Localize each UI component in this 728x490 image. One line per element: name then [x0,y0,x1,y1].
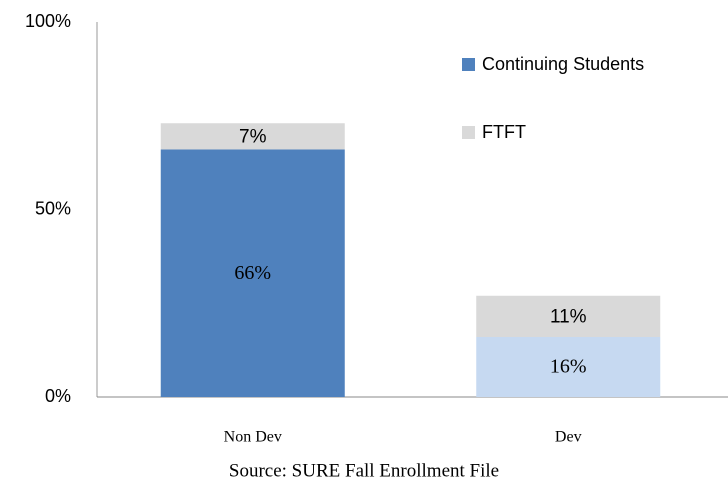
y-tick-label: 50% [35,198,71,218]
legend-label: Continuing Students [482,54,644,74]
bar-segment [160,123,345,150]
x-tick-label: Non Dev [224,429,282,446]
bar-segment [476,295,661,337]
bar-segment [476,337,661,397]
legend-label: FTFT [482,122,526,142]
legend-swatch [462,58,475,71]
y-tick-label: 0% [45,386,71,406]
x-tick-label: Dev [555,429,582,446]
data-label: 16% [550,356,587,378]
data-label: 11% [550,306,587,327]
data-label: 7% [239,126,267,147]
bar-segment [160,149,345,397]
source-note: Source: SURE Fall Enrollment File [229,460,499,481]
y-tick-label: 100% [25,11,71,31]
data-label: 66% [234,262,271,284]
legend-swatch [462,126,475,139]
